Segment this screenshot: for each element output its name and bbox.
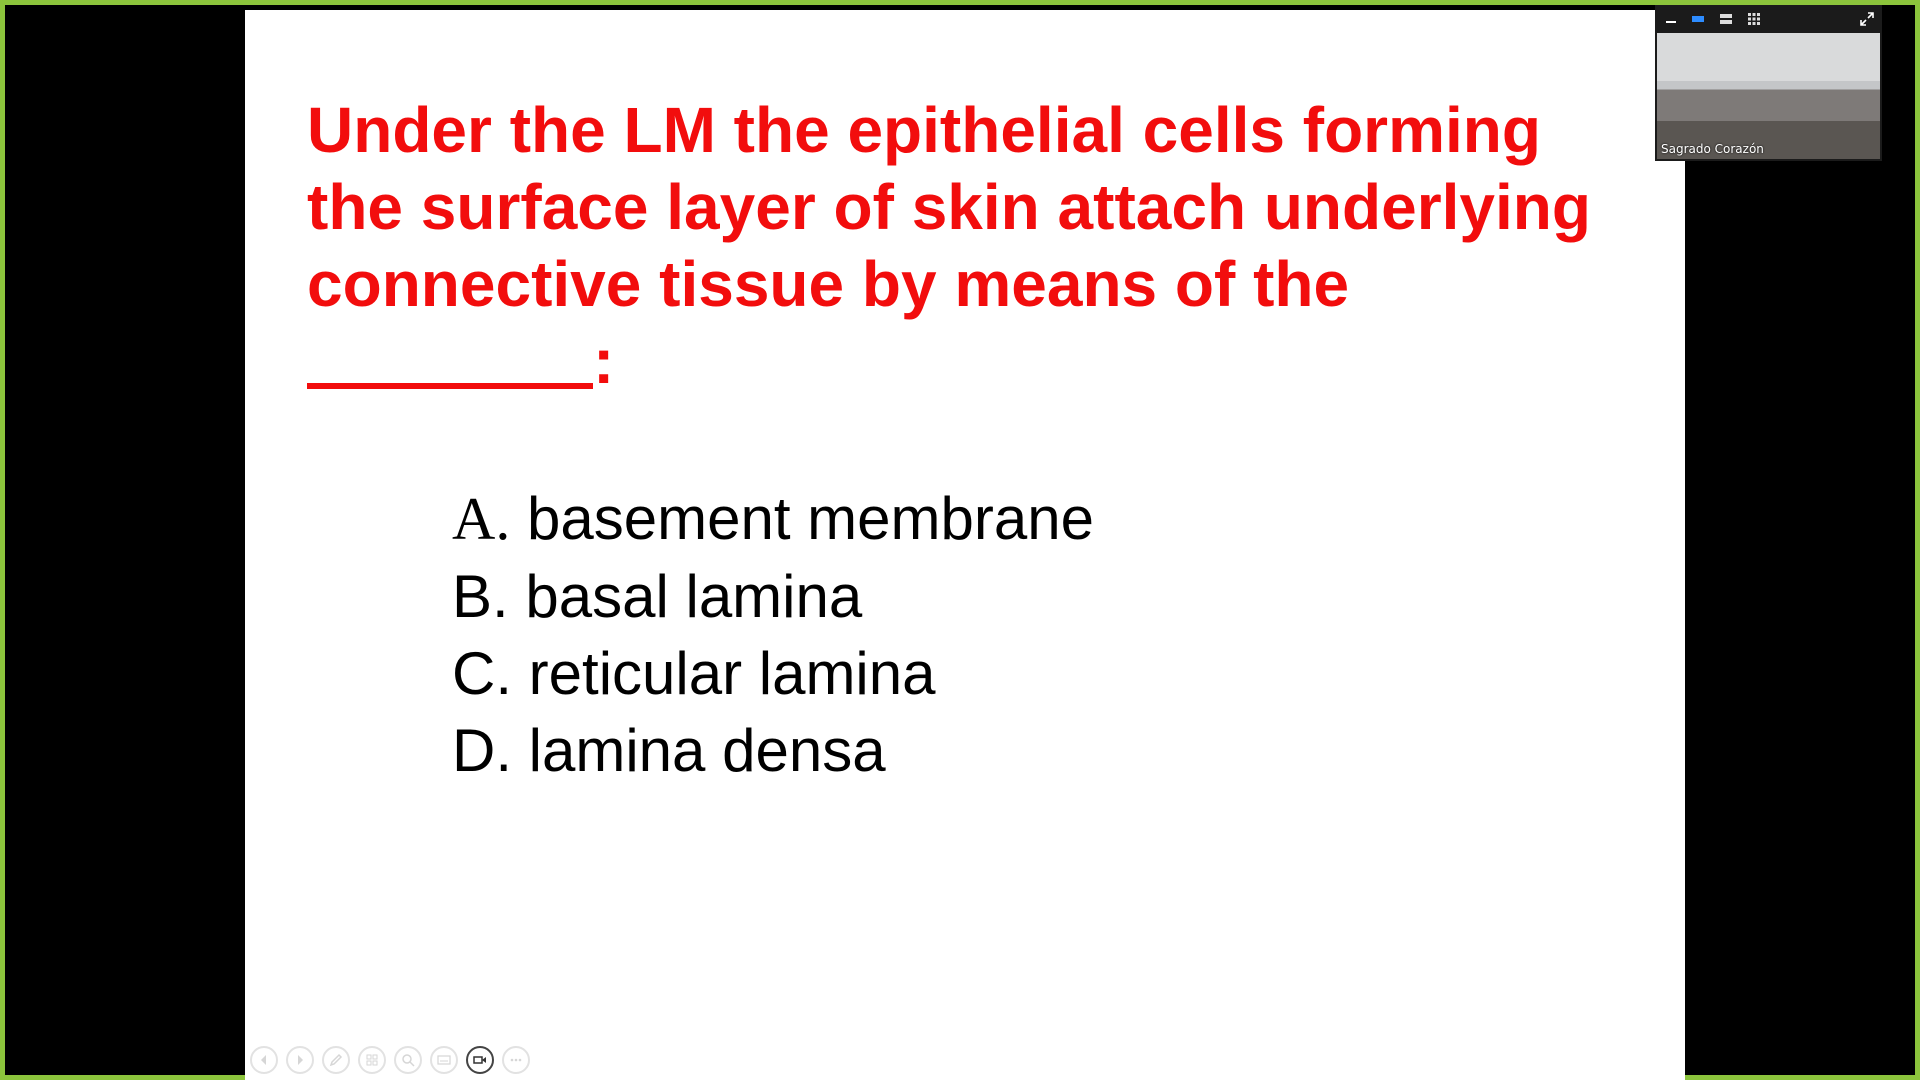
subtitles-icon — [437, 1055, 451, 1065]
speaker-view-icon — [1692, 16, 1704, 22]
answer-blank — [307, 383, 593, 389]
option-c: C. reticular lamina — [452, 635, 1094, 712]
next-slide-button[interactable] — [286, 1046, 314, 1074]
pen-button[interactable] — [322, 1046, 350, 1074]
previous-slide-button[interactable] — [250, 1046, 278, 1074]
slideshow-toolbar — [250, 1040, 530, 1080]
speaker-view-button[interactable] — [1690, 11, 1706, 27]
participant-video-panel: Sagrado Corazón — [1655, 5, 1882, 161]
option-c-text: reticular lamina — [528, 640, 936, 707]
option-b: B. basal lamina — [452, 558, 1094, 635]
option-a-text: basement membrane — [527, 485, 1094, 552]
participant-video-feed: Sagrado Corazón — [1657, 33, 1880, 159]
next-icon — [298, 1055, 303, 1065]
question-line-2: the surface layer of skin attach underly… — [307, 171, 1591, 243]
presentation-slide: Under the LM the epithelial cells formin… — [245, 10, 1685, 1080]
minimize-video-button[interactable] — [1663, 11, 1679, 27]
answer-options: A. basement membrane B. basal lamina C. … — [452, 480, 1094, 789]
option-d-letter: D. — [452, 717, 512, 784]
option-c-letter: C. — [452, 640, 512, 707]
see-all-slides-button[interactable] — [358, 1046, 386, 1074]
option-a: A. basement membrane — [452, 480, 1094, 558]
video-panel-toolbar — [1655, 5, 1882, 33]
strip-view-icon — [1720, 14, 1732, 24]
more-icon — [510, 1058, 522, 1062]
option-d-text: lamina densa — [528, 717, 886, 784]
fullscreen-button[interactable] — [1859, 11, 1875, 27]
zoom-icon — [402, 1054, 415, 1067]
gallery-view-button[interactable] — [1746, 11, 1762, 27]
option-d: D. lamina densa — [452, 712, 1094, 789]
more-options-button[interactable] — [502, 1046, 530, 1074]
fullscreen-icon — [1860, 12, 1874, 26]
question-text: Under the LM the epithelial cells formin… — [307, 92, 1627, 400]
subtitles-button[interactable] — [430, 1046, 458, 1074]
camera-icon — [473, 1056, 486, 1064]
previous-icon — [261, 1055, 266, 1065]
question-colon: : — [593, 325, 615, 397]
strip-view-button[interactable] — [1718, 11, 1734, 27]
minimize-icon — [1666, 21, 1676, 23]
question-line-1: Under the LM the epithelial cells formin… — [307, 94, 1541, 166]
option-a-letter: A. — [452, 486, 511, 552]
participant-name: Sagrado Corazón — [1661, 142, 1764, 156]
camera-button[interactable] — [466, 1046, 494, 1074]
pen-icon — [329, 1053, 343, 1067]
question-line-3: connective tissue by means of the — [307, 248, 1350, 320]
option-b-letter: B. — [452, 563, 509, 630]
option-b-text: basal lamina — [525, 563, 863, 630]
gallery-view-icon — [1748, 13, 1760, 25]
zoom-button[interactable] — [394, 1046, 422, 1074]
slides-icon — [366, 1054, 378, 1066]
